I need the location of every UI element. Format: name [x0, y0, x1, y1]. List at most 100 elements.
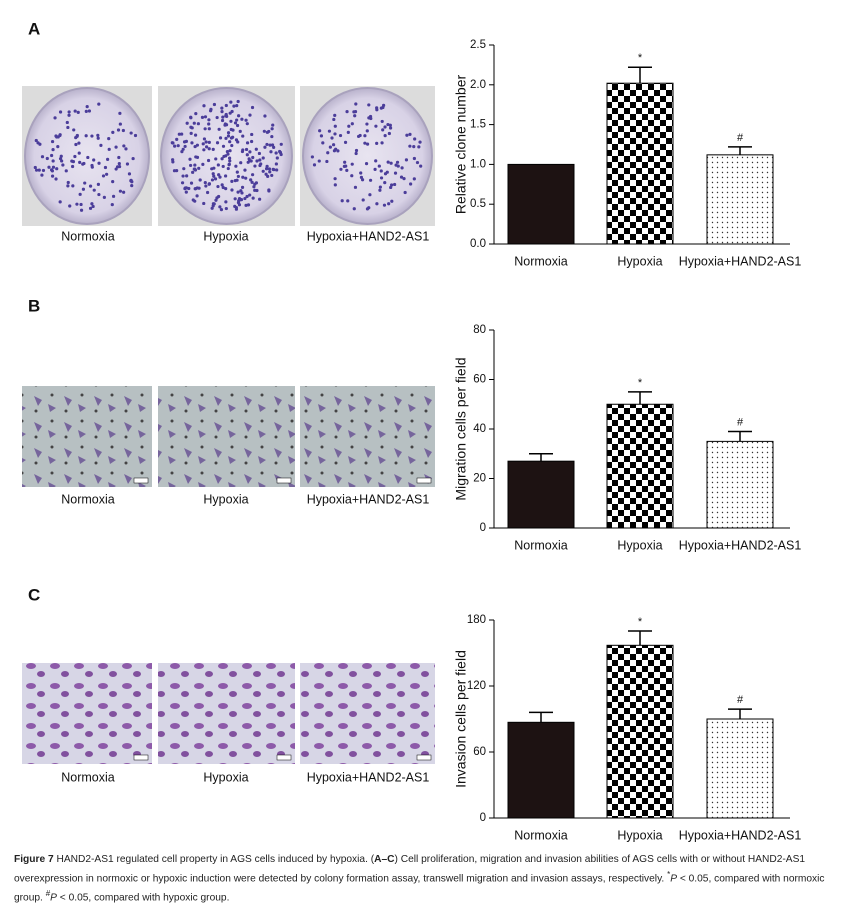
- y-axis-label: Migration cells per field: [453, 357, 469, 500]
- bar: [706, 154, 774, 245]
- photo-colony: [86, 155, 90, 160]
- photo-colony: [259, 162, 263, 166]
- photo-colony: [207, 122, 211, 126]
- photo-colony: [228, 149, 232, 153]
- significance-mark: #: [737, 132, 744, 144]
- photo-colony: [354, 102, 358, 106]
- photo-colony: [127, 172, 132, 176]
- y-tick-label: 60: [473, 374, 486, 386]
- photo-colony: [354, 151, 358, 156]
- photo-colony: [217, 127, 221, 131]
- photo-colony: [97, 192, 101, 197]
- photo-colony: [220, 118, 225, 123]
- photo-colony: [187, 186, 191, 191]
- photo-colony: [240, 185, 245, 189]
- photo-colony: [224, 103, 228, 108]
- photo-colony: [363, 141, 367, 145]
- photo-colony: [346, 130, 350, 134]
- photo-colony: [352, 110, 356, 114]
- photo-colony: [244, 176, 248, 180]
- photo-colony: [224, 200, 228, 204]
- photo-colony: [365, 142, 370, 146]
- caption-text: ) Cell proliferation, migration and inva…: [14, 854, 806, 885]
- photo-colony: [243, 168, 247, 172]
- photo-colony: [234, 164, 238, 168]
- photo-colony: [243, 196, 247, 201]
- photo-colony: [58, 133, 62, 138]
- photo-colony: [236, 174, 240, 179]
- caption-text: Figure 7: [14, 854, 54, 865]
- photo-colony: [375, 202, 379, 206]
- photo-colony: [363, 134, 367, 138]
- photo-colony: [383, 181, 387, 185]
- figure-caption: Figure 7 HAND2-AS1 regulated cell proper…: [14, 852, 830, 906]
- photo-colony: [47, 165, 51, 169]
- photo-colony: [378, 185, 382, 189]
- photo-colony: [202, 137, 207, 141]
- photo-colony: [118, 122, 122, 126]
- photo-colony: [270, 173, 274, 178]
- y-axis-label: Relative clone number: [453, 75, 469, 215]
- photo-colony: [171, 160, 175, 164]
- photo-colony: [175, 137, 179, 141]
- photo-colony: [220, 183, 224, 187]
- photo-colony: [58, 110, 63, 114]
- photo-colony: [399, 175, 404, 179]
- photo-colony: [173, 144, 177, 148]
- photo-colony: [50, 174, 55, 178]
- photo-colony: [251, 173, 255, 177]
- photo-colony: [383, 125, 387, 129]
- photo-colony: [248, 193, 252, 197]
- photo-colony: [226, 134, 231, 138]
- bar: [606, 82, 674, 245]
- y-tick-label: 20: [473, 473, 486, 485]
- photo-colony: [183, 144, 187, 149]
- photo-colony: [240, 117, 244, 121]
- photo-colony: [229, 127, 233, 132]
- image-caption: Normoxia: [61, 229, 115, 243]
- photo-colony: [180, 181, 185, 185]
- photo-colony: [202, 148, 206, 152]
- photo-colony: [388, 126, 393, 130]
- x-tick-label: Normoxia: [514, 828, 568, 842]
- photo-colony: [332, 117, 336, 122]
- photo-colony: [111, 179, 115, 184]
- photo-colony: [353, 185, 358, 189]
- photo-colony: [415, 160, 420, 165]
- y-tick-label: 1.0: [470, 158, 486, 170]
- figure: A Normoxia Hypoxia Hypoxia+HAND2-AS1 B Normox…: [22, 19, 801, 842]
- photo-colony: [263, 145, 267, 149]
- photo-colony: [253, 182, 257, 186]
- photo-colony: [408, 144, 412, 148]
- photo-colony: [117, 155, 121, 160]
- photo-colony: [216, 163, 220, 167]
- photo-colony: [73, 154, 77, 159]
- photo-colony: [180, 132, 184, 136]
- photo-colony: [241, 134, 245, 138]
- photo-colony: [75, 202, 79, 206]
- photo-colony: [224, 114, 228, 118]
- bar: [606, 644, 674, 819]
- photo-colony: [225, 149, 229, 154]
- photo-colony: [81, 187, 86, 191]
- photo-colony: [352, 207, 356, 211]
- photo-colony: [129, 131, 133, 135]
- photo-colony: [248, 150, 252, 154]
- photo-colony: [197, 166, 201, 170]
- photo-colony: [189, 163, 193, 168]
- y-tick-label: 0.0: [470, 238, 486, 250]
- scale-bar: [416, 477, 432, 484]
- photo-colony: [81, 162, 85, 166]
- photo-colony: [224, 174, 228, 178]
- photo-colony: [84, 109, 88, 113]
- photo-colony: [409, 182, 413, 186]
- photo-colony: [258, 197, 262, 201]
- photo-colony: [206, 158, 211, 163]
- photo-colony: [333, 124, 337, 128]
- photo-colony: [90, 163, 94, 168]
- panel-label: B: [28, 296, 40, 315]
- photo-colony: [194, 187, 198, 191]
- photo-colony: [389, 161, 393, 165]
- photo-colony: [111, 194, 116, 198]
- image-caption: Hypoxia: [203, 770, 248, 784]
